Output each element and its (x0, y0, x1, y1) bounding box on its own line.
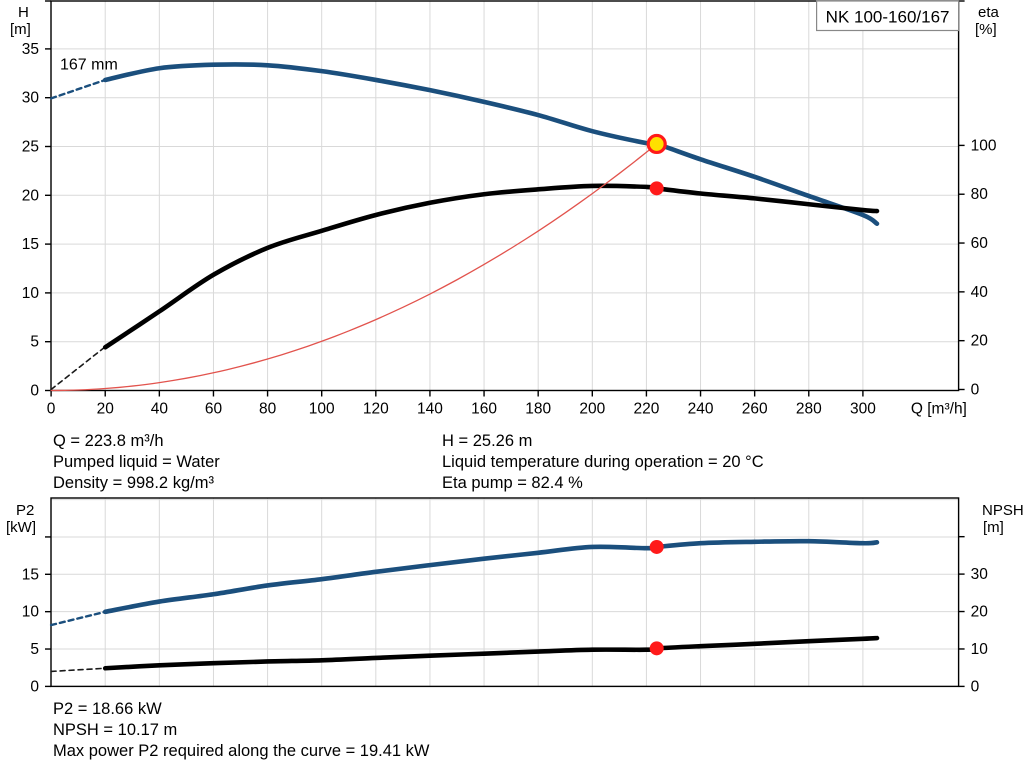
svg-text:20: 20 (97, 401, 115, 418)
svg-text:80: 80 (259, 401, 277, 418)
svg-text:10: 10 (22, 604, 40, 621)
svg-text:35: 35 (22, 41, 39, 58)
svg-text:25: 25 (22, 139, 39, 156)
svg-text:Q [m³/h]: Q [m³/h] (911, 401, 967, 418)
svg-text:NK 100-160/167: NK 100-160/167 (826, 7, 950, 26)
svg-text:30: 30 (22, 90, 40, 107)
svg-text:160: 160 (471, 401, 497, 418)
svg-text:200: 200 (579, 401, 605, 418)
svg-text:60: 60 (971, 235, 989, 252)
svg-text:0: 0 (47, 401, 56, 418)
svg-text:5: 5 (30, 641, 39, 658)
svg-text:280: 280 (796, 401, 822, 418)
svg-text:40: 40 (151, 401, 169, 418)
svg-text:100: 100 (309, 401, 335, 418)
svg-text:100: 100 (971, 137, 997, 154)
svg-text:240: 240 (688, 401, 714, 418)
svg-text:300: 300 (850, 401, 876, 418)
svg-text:10: 10 (971, 641, 989, 658)
svg-text:40: 40 (971, 284, 989, 301)
svg-text:5: 5 (30, 334, 39, 351)
svg-text:260: 260 (742, 401, 768, 418)
svg-text:180: 180 (525, 401, 551, 418)
svg-text:0: 0 (971, 678, 980, 695)
svg-text:60: 60 (205, 401, 223, 418)
svg-text:20: 20 (971, 333, 989, 350)
svg-text:20: 20 (22, 187, 40, 204)
svg-text:20: 20 (971, 604, 989, 621)
svg-text:10: 10 (22, 285, 40, 302)
svg-text:15: 15 (22, 566, 39, 583)
svg-text:0: 0 (971, 382, 980, 399)
svg-text:0: 0 (30, 383, 39, 400)
svg-text:0: 0 (30, 678, 39, 695)
svg-text:30: 30 (971, 566, 989, 583)
svg-text:80: 80 (971, 186, 989, 203)
svg-text:140: 140 (417, 401, 443, 418)
svg-text:167 mm: 167 mm (60, 57, 118, 74)
svg-text:15: 15 (22, 236, 39, 253)
svg-text:220: 220 (633, 401, 659, 418)
svg-text:120: 120 (363, 401, 389, 418)
